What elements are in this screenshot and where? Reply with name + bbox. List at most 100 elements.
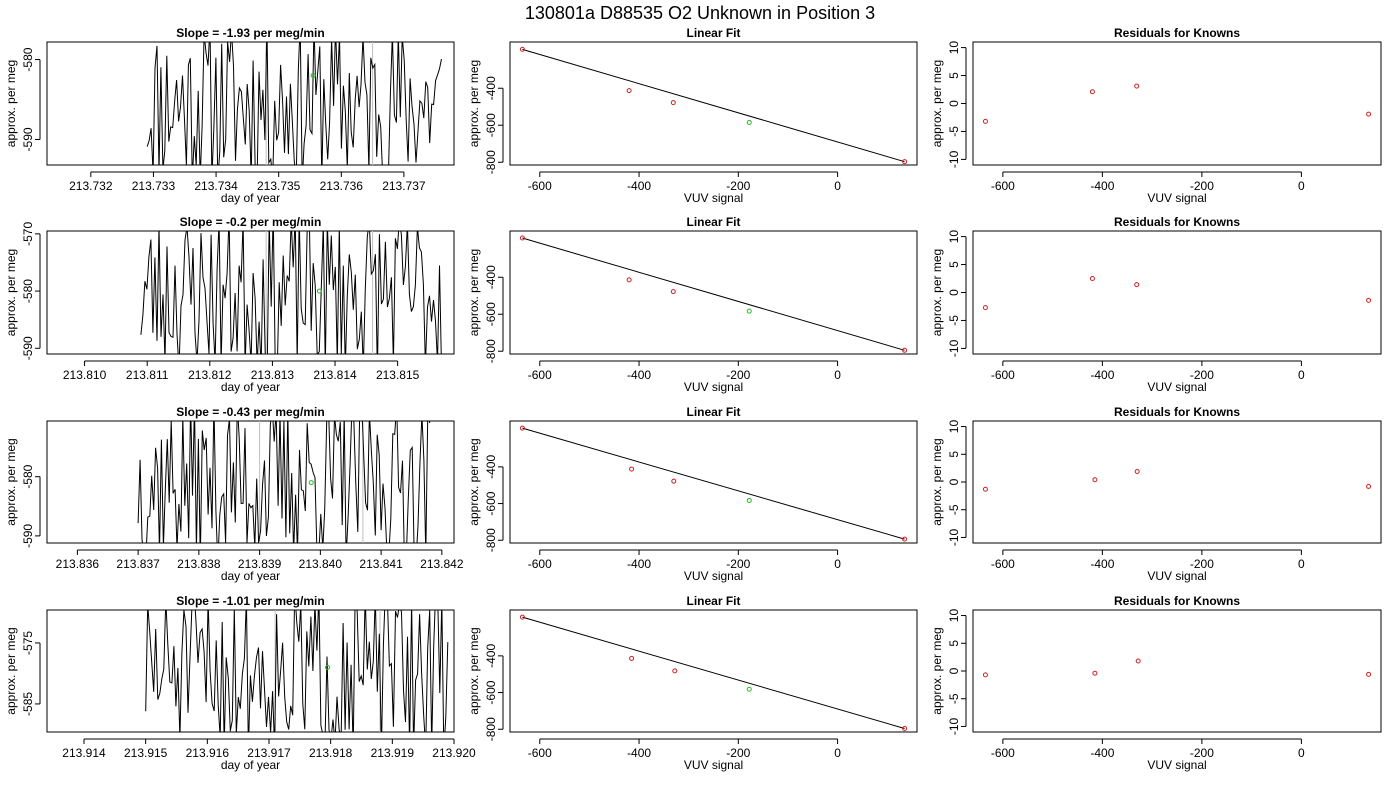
y-tick-label: -800 xyxy=(484,150,498,174)
plot-frame xyxy=(972,420,1382,544)
x-tick-label: 213.916 xyxy=(186,746,230,760)
x-tick-label: 0 xyxy=(1298,368,1305,382)
known-point xyxy=(629,466,635,472)
x-tick-label: 213.733 xyxy=(132,179,176,193)
y-axis-label: approx. per meg xyxy=(467,438,481,525)
panel-title: Residuals for Knowns xyxy=(1114,215,1240,229)
x-tick-label: -600 xyxy=(991,557,1015,571)
known-point xyxy=(519,614,525,620)
x-tick-label: 213.838 xyxy=(177,557,221,571)
y-axis-label: approx. per meg xyxy=(467,249,481,336)
x-tick-label: -200 xyxy=(1190,368,1214,382)
y-tick-label: 10 xyxy=(947,230,961,244)
plot-frame xyxy=(972,609,1382,733)
x-tick-label: 213.814 xyxy=(313,368,357,382)
known-point xyxy=(626,277,632,283)
x-tick-label: 0 xyxy=(834,179,841,193)
x-tick-label: 213.841 xyxy=(359,557,403,571)
known-point xyxy=(982,305,988,311)
signal-trace xyxy=(146,42,442,165)
x-tick-label: 213.836 xyxy=(56,557,100,571)
y-axis-label: approx. per meg xyxy=(930,438,944,525)
signal-trace xyxy=(137,421,431,543)
y-tick-label: -400 xyxy=(484,265,498,289)
y-tick-label: -800 xyxy=(484,717,498,741)
x-tick-label: 213.811 xyxy=(126,368,169,382)
panel-title: Slope = -0.43 per meg/min xyxy=(176,405,324,419)
x-tick-label: -200 xyxy=(1190,746,1214,760)
x-tick-label: 0 xyxy=(1298,746,1305,760)
y-tick-label: -400 xyxy=(484,455,498,479)
known-point xyxy=(1366,111,1372,117)
x-tick-label: 0 xyxy=(1298,179,1305,193)
x-tick-label: 213.813 xyxy=(251,368,295,382)
y-tick-label: -800 xyxy=(484,528,498,552)
panel-11: Linear Fit -600 -400 -200 0 VUV signal -800 -60… xyxy=(467,594,918,772)
y-axis-label: approx. per meg xyxy=(930,60,944,147)
known-point xyxy=(672,668,678,674)
x-tick-label: 213.736 xyxy=(320,179,364,193)
known-point xyxy=(902,536,908,542)
y-tick-label: -580 xyxy=(21,279,35,303)
x-tick-label: -200 xyxy=(726,179,750,193)
x-tick-label: 0 xyxy=(834,368,841,382)
fit-line xyxy=(522,237,905,351)
panel-title: Slope = -0.2 per meg/min xyxy=(180,215,322,229)
y-tick-label: 10 xyxy=(947,420,961,434)
y-tick-label: 0 xyxy=(947,478,961,485)
y-tick-label: -570 xyxy=(21,222,35,246)
y-axis-label: approx. per meg xyxy=(4,60,18,147)
panel-title: Slope = -1.01 per meg/min xyxy=(176,594,324,608)
plot-frame xyxy=(972,41,1382,166)
known-point xyxy=(902,159,908,165)
y-tick-label: -5 xyxy=(947,315,961,326)
x-tick-label: 213.842 xyxy=(420,557,464,571)
known-point xyxy=(982,672,988,678)
y-tick-label: -400 xyxy=(484,644,498,668)
x-tick-label: -200 xyxy=(726,746,750,760)
panel-title: Linear Fit xyxy=(686,405,740,419)
x-axis-label: VUV signal xyxy=(1147,191,1206,205)
x-axis-label: VUV signal xyxy=(684,191,743,205)
y-tick-label: -10 xyxy=(947,339,961,357)
x-axis-label: day of year xyxy=(221,380,280,394)
x-axis-label: VUV signal xyxy=(684,758,743,772)
y-axis-label: approx. per meg xyxy=(4,249,18,336)
fit-line xyxy=(522,427,905,540)
plot-frame xyxy=(509,41,918,166)
x-tick-label: -400 xyxy=(627,179,651,193)
plot-frame xyxy=(972,230,1382,355)
y-tick-label: -590 xyxy=(21,336,35,360)
x-tick-label: 213.837 xyxy=(116,557,160,571)
trace-area xyxy=(146,42,442,165)
x-axis-label: VUV signal xyxy=(1147,380,1206,394)
known-point xyxy=(670,289,676,295)
x-tick-label: -600 xyxy=(991,368,1015,382)
y-tick-label: -10 xyxy=(947,150,961,168)
y-tick-label: 5 xyxy=(947,72,961,79)
y-tick-label: 0 xyxy=(947,667,961,674)
x-tick-label: 213.737 xyxy=(382,179,426,193)
y-axis-label: approx. per meg xyxy=(467,60,481,147)
y-tick-label: -600 xyxy=(484,302,498,326)
panel-4: Slope = -0.2 per meg/min 213.810 213.811 21… xyxy=(4,215,455,394)
plot-frame xyxy=(509,609,918,733)
unknown-point xyxy=(746,686,752,692)
known-point xyxy=(519,46,525,52)
x-axis-label: VUV signal xyxy=(684,569,743,583)
x-tick-label: -200 xyxy=(1190,557,1214,571)
y-tick-label: -5 xyxy=(947,504,961,515)
unknown-point xyxy=(310,73,316,79)
y-tick-label: 5 xyxy=(947,640,961,647)
known-point xyxy=(1366,483,1372,489)
x-tick-label: -600 xyxy=(991,746,1015,760)
x-tick-label: 213.918 xyxy=(309,746,353,760)
signal-trace xyxy=(140,231,442,354)
signal-trace xyxy=(145,610,449,732)
known-point xyxy=(626,88,632,94)
x-tick-label: 0 xyxy=(1298,557,1305,571)
plot-frame xyxy=(46,420,455,544)
panel-title: Residuals for Knowns xyxy=(1114,405,1240,419)
known-point xyxy=(982,486,988,492)
y-tick-label: -10 xyxy=(947,717,961,735)
